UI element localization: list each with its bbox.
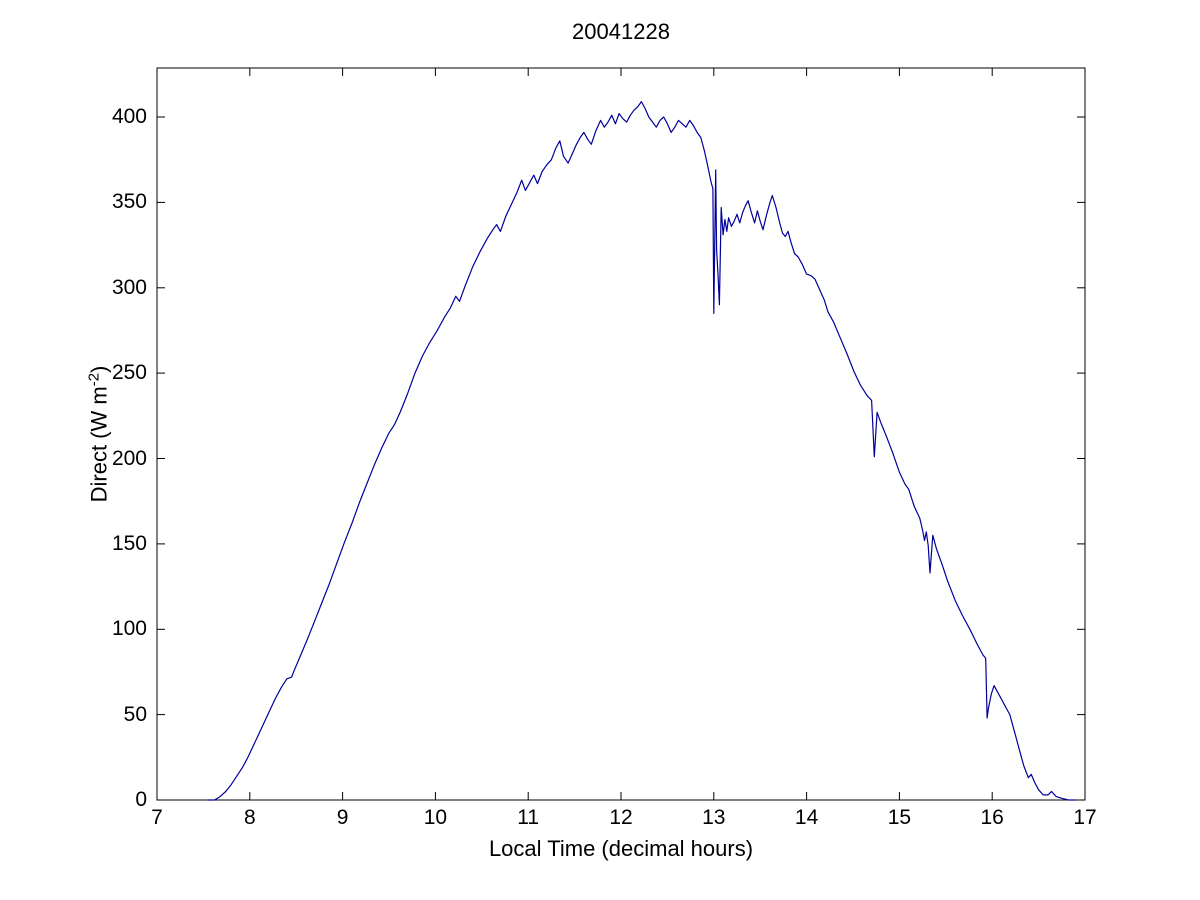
- y-tick-label: 300: [111, 275, 147, 299]
- y-tick-label: 350: [111, 190, 147, 214]
- x-tick-label: 16: [980, 806, 1004, 829]
- irradiance-curve: [207, 101, 1077, 801]
- y-tick-label: 50: [123, 702, 147, 726]
- x-tick-label: 14: [794, 806, 819, 829]
- y-axis-label-suffix: ): [86, 365, 112, 373]
- y-axis-label-text: Direct (W m: [86, 386, 112, 503]
- x-tick-label: 10: [423, 806, 448, 829]
- y-tick-label: 0: [135, 788, 147, 811]
- y-tick-label: 400: [111, 105, 147, 128]
- y-axis-label: Direct (W m-2): [83, 366, 112, 503]
- axes-frame: [156, 67, 1086, 801]
- x-tick-label: 11: [517, 806, 540, 829]
- y-tick-label: 100: [111, 617, 147, 641]
- x-tick-label: 12: [609, 806, 633, 829]
- y-tick-label: 150: [111, 531, 147, 555]
- x-tick-label: 13: [702, 806, 726, 829]
- chart-title: 20041228: [572, 19, 670, 44]
- y-tick-label: 200: [111, 446, 147, 470]
- x-tick-label: 9: [336, 806, 349, 829]
- y-tick-label: 250: [111, 361, 147, 385]
- x-tick-label: 8: [243, 806, 256, 829]
- x-tick-label: 7: [151, 806, 163, 829]
- x-axis-label: Local Time (decimal hours): [488, 836, 754, 861]
- y-axis-label-superscript: -2: [85, 372, 103, 387]
- x-tick-label: 17: [1073, 806, 1097, 829]
- x-tick-label: 15: [887, 806, 912, 829]
